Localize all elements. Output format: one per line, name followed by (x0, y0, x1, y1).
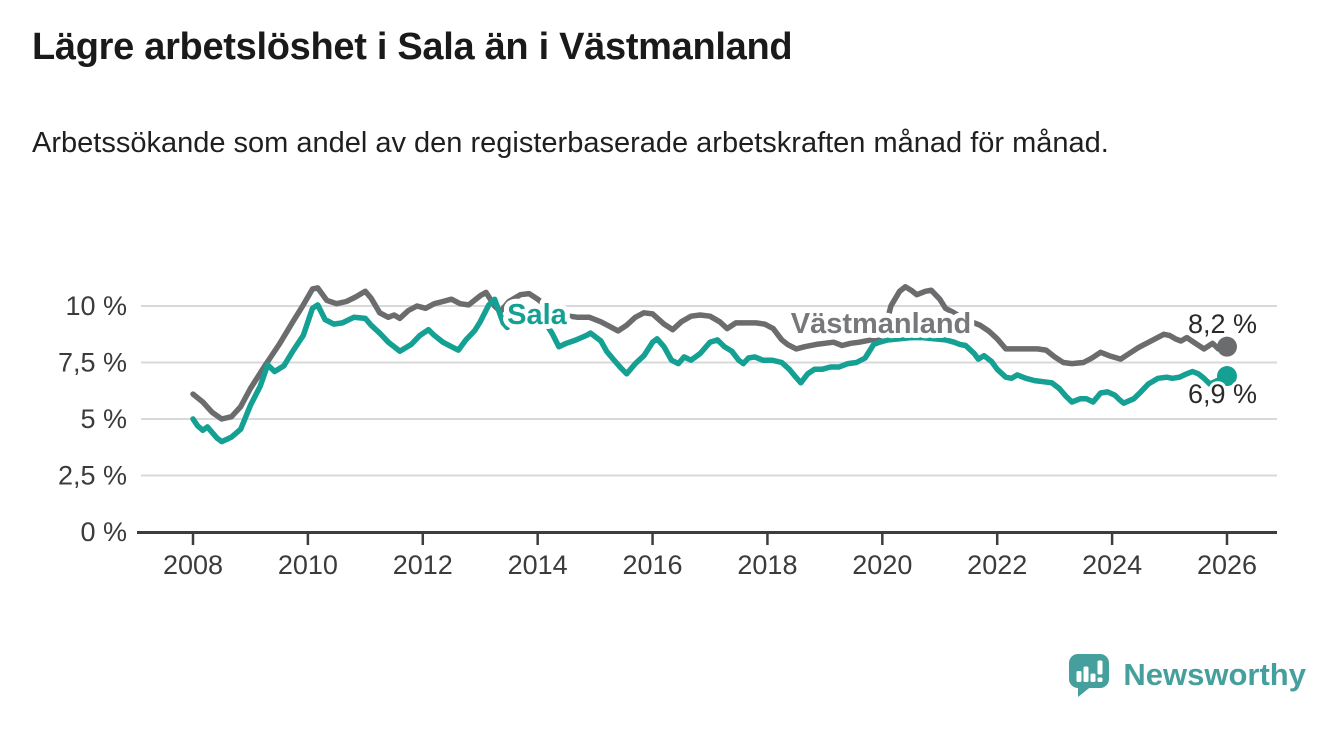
x-axis (137, 531, 1277, 545)
x-tick-label: 2022 (967, 550, 1027, 580)
page-title: Lägre arbetslöshet i Sala än i Västmanla… (32, 26, 793, 68)
y-tick-label: 7,5 % (58, 348, 127, 378)
line-sala (190, 296, 1230, 445)
x-tick-label: 2014 (508, 550, 568, 580)
chart-subtitle: Arbetssökande som andel av den registerb… (32, 127, 1109, 159)
y-tick-label: 2,5 % (58, 461, 127, 491)
unemployment-line-chart: 10 % 7,5 % 5 % 2,5 % 0 % 2008 2010 2012 2014 2016… (58, 284, 1277, 580)
end-dot-västmanland (1216, 336, 1237, 357)
newsworthy-logo-icon (1069, 654, 1110, 697)
y-tick-label: 10 % (65, 291, 127, 321)
x-tick-label: 2012 (393, 550, 453, 580)
x-tick-label: 2024 (1082, 550, 1142, 580)
y-tick-label: 0 % (80, 517, 127, 547)
x-tick-label: 2020 (852, 550, 912, 580)
sala-end-value-label: 6,9 % (1188, 379, 1257, 409)
vastmanland-end-value-label: 8,2 % (1188, 309, 1257, 339)
bar-chart-glyph (1076, 660, 1103, 682)
axis-tick-labels: 10 % 7,5 % 5 % 2,5 % 0 % 2008 2010 2012 2014 2016… (58, 291, 1257, 580)
line-västmanland (190, 284, 1230, 422)
x-tick-label: 2026 (1197, 550, 1257, 580)
newsworthy-brand: Newsworthy (1067, 652, 1306, 698)
series-lines (190, 284, 1230, 445)
x-tick-label: 2010 (278, 550, 338, 580)
x-tick-label: 2008 (163, 550, 223, 580)
brand-name: Newsworthy (1123, 657, 1306, 692)
series-end-dots (1216, 336, 1237, 387)
sala-series-label: Sala (507, 299, 568, 331)
x-tick-label: 2016 (623, 550, 683, 580)
x-tick-label: 2018 (737, 550, 797, 580)
vastmanland-series-label: Västmanland (791, 308, 972, 340)
y-tick-label: 5 % (80, 404, 127, 434)
end-dot-sala (1216, 366, 1237, 387)
